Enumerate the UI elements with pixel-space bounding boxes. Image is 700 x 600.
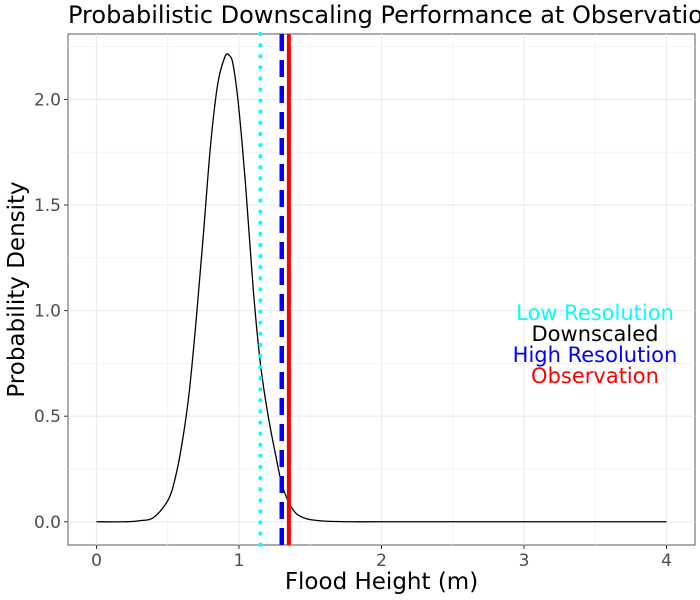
x-tick-label: 0 bbox=[91, 551, 102, 571]
y-axis-title: Probability Density bbox=[4, 181, 30, 397]
y-tick-label: 1.5 bbox=[34, 196, 61, 216]
x-tick-label: 1 bbox=[234, 551, 245, 571]
x-axis-title: Flood Height (m) bbox=[285, 569, 478, 595]
y-tick-label: 0.0 bbox=[34, 513, 61, 533]
y-tick-label: 0.5 bbox=[34, 407, 61, 427]
legend-label: Low Resolution bbox=[516, 301, 674, 325]
x-tick-label: 3 bbox=[519, 551, 530, 571]
legend-label: High Resolution bbox=[513, 343, 678, 367]
y-tick-label: 1.0 bbox=[34, 302, 61, 322]
legend-label: Observation bbox=[531, 364, 659, 388]
grid-major bbox=[68, 34, 695, 545]
y-axis-ticks: 0.0 0.5 1.0 1.5 2.0 bbox=[34, 90, 68, 533]
series-layer bbox=[96, 53, 667, 523]
reference-lines bbox=[258, 32, 291, 547]
legend-label: Downscaled bbox=[532, 322, 659, 346]
x-tick-label: 2 bbox=[376, 551, 387, 571]
chart-title: Probabilistic Downscaling Performance at… bbox=[68, 1, 700, 29]
y-tick-label: 2.0 bbox=[34, 90, 61, 110]
density-curve bbox=[96, 53, 667, 523]
x-axis-ticks: 0 1 2 3 4 bbox=[91, 545, 672, 571]
x-tick-label: 4 bbox=[661, 551, 672, 571]
